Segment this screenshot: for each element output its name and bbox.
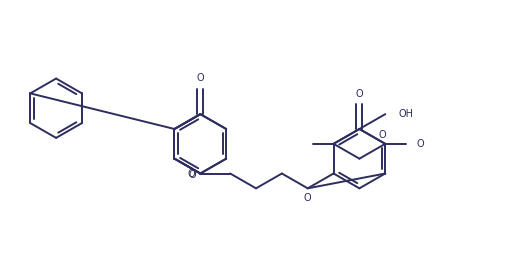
Text: O: O: [378, 130, 386, 140]
Text: OH: OH: [398, 109, 413, 119]
Text: O: O: [188, 168, 196, 178]
Text: O: O: [416, 139, 423, 149]
Text: O: O: [304, 193, 312, 203]
Text: O: O: [356, 89, 363, 99]
Text: O: O: [189, 169, 196, 179]
Text: O: O: [197, 73, 204, 83]
